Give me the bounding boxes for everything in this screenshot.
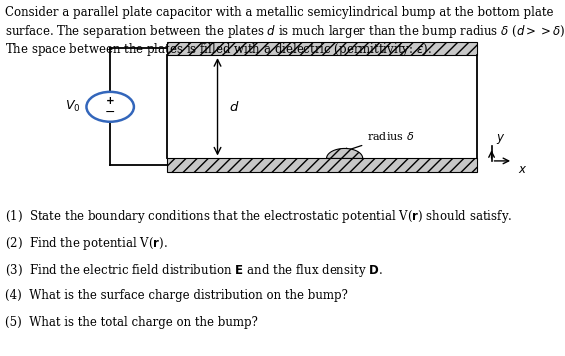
Text: surface. The separation between the plates $d$ is much larger than the bump radi: surface. The separation between the plat… xyxy=(5,23,565,41)
Bar xyxy=(167,42,477,55)
Text: (1)  State the boundary conditions that the electrostatic potential V($\mathbf{r: (1) State the boundary conditions that t… xyxy=(5,208,512,225)
Text: (2)  Find the potential V($\mathbf{r}$).: (2) Find the potential V($\mathbf{r}$). xyxy=(5,235,167,252)
Text: Consider a parallel plate capacitor with a metallic semicylindrical bump at the : Consider a parallel plate capacitor with… xyxy=(5,6,553,20)
Text: +: + xyxy=(106,96,115,106)
Text: $x$: $x$ xyxy=(518,163,527,176)
Polygon shape xyxy=(327,148,363,158)
Text: $V_0$: $V_0$ xyxy=(65,99,81,114)
Text: (4)  What is the surface charge distribution on the bump?: (4) What is the surface charge distribut… xyxy=(5,289,347,303)
Text: radius $\delta$: radius $\delta$ xyxy=(343,130,415,152)
Text: $d$: $d$ xyxy=(229,100,240,114)
Bar xyxy=(167,158,477,172)
Text: $y$: $y$ xyxy=(496,132,505,146)
Text: −: − xyxy=(105,106,115,119)
Text: (5)  What is the total charge on the bump?: (5) What is the total charge on the bump… xyxy=(5,316,258,330)
Text: (3)  Find the electric field distribution $\mathbf{E}$ and the flux density $\ma: (3) Find the electric field distribution… xyxy=(5,262,383,279)
Text: The space between the plates is filled with a dielectric (permittivity: $\vareps: The space between the plates is filled w… xyxy=(5,41,431,58)
